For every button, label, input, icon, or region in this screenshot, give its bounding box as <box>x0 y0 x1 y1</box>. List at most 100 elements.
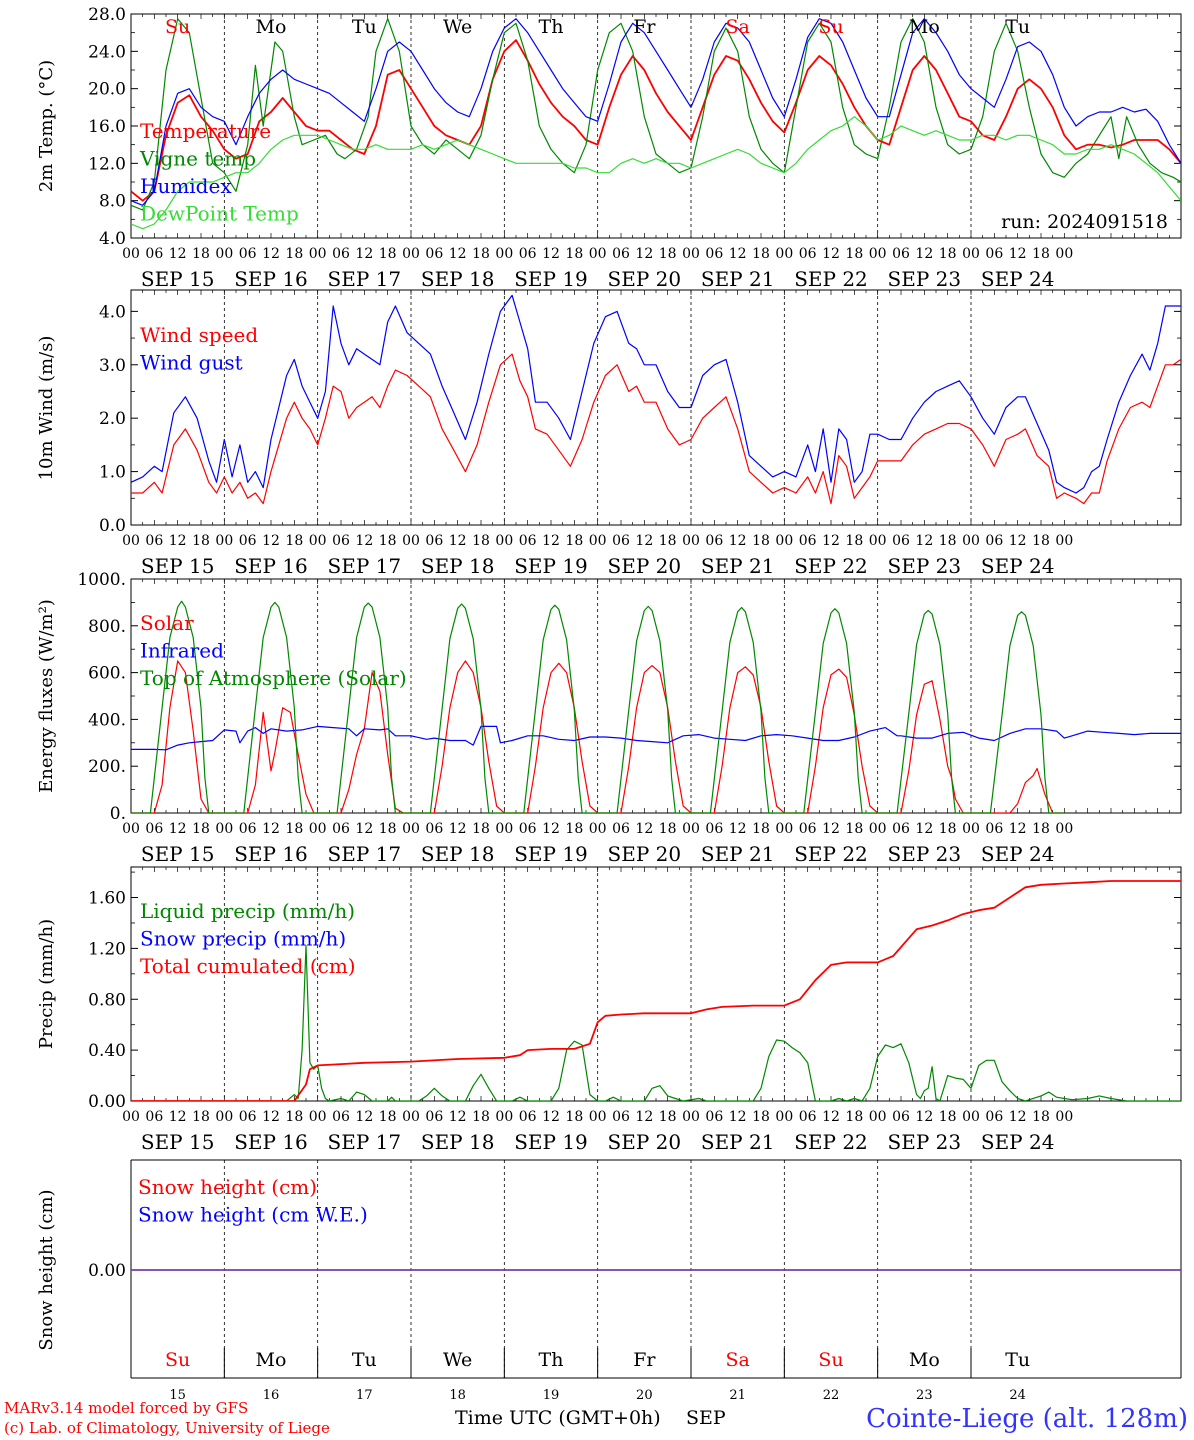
hour-tick-label: 12 <box>169 821 187 837</box>
hour-tick-label: 00 <box>962 246 980 262</box>
hour-tick-label: 12 <box>355 821 373 837</box>
hour-tick-label: 18 <box>192 1109 210 1125</box>
hour-tick-label: 00 <box>775 821 793 837</box>
day-date: 20 <box>636 1388 653 1403</box>
day-name: Sa <box>725 16 749 38</box>
day-date: 24 <box>1009 1388 1026 1403</box>
hour-tick-label: 18 <box>845 821 863 837</box>
day-name: Tu <box>1005 16 1030 38</box>
hour-tick-label: 00 <box>122 821 140 837</box>
hour-tick-label: 18 <box>939 246 957 262</box>
hour-tick-label: 18 <box>939 821 957 837</box>
hour-tick-label: 12 <box>169 533 187 549</box>
day-name: Mo <box>909 16 940 38</box>
hour-tick-label: 12 <box>635 246 653 262</box>
hour-tick-label: 06 <box>705 1109 723 1125</box>
date-label: SEP 21 <box>701 1130 775 1154</box>
y-tick-label: 1000. <box>77 570 126 590</box>
date-label: SEP 20 <box>608 842 682 866</box>
y-tick-label: 1.0 <box>99 463 126 483</box>
hour-tick-label: 18 <box>565 533 583 549</box>
hour-tick-label: 18 <box>192 533 210 549</box>
hour-tick-label: 00 <box>589 821 607 837</box>
hour-tick-label: 18 <box>192 246 210 262</box>
legend-entry: Infrared <box>140 639 224 663</box>
day-date: 18 <box>449 1388 466 1403</box>
hour-tick-label: 00 <box>775 533 793 549</box>
hour-tick-label: 18 <box>659 821 677 837</box>
hour-tick-label: 00 <box>1055 821 1073 837</box>
hour-tick-label: 06 <box>239 533 257 549</box>
hour-tick-label: 00 <box>495 821 513 837</box>
date-label: SEP 18 <box>421 267 495 291</box>
hour-tick-label: 06 <box>985 533 1003 549</box>
legend-entry: Wind speed <box>140 323 258 347</box>
hour-tick-label: 00 <box>215 1109 233 1125</box>
y-tick-label: 0. <box>110 804 126 824</box>
hour-tick-label: 00 <box>869 533 887 549</box>
hour-tick-label: 18 <box>472 1109 490 1125</box>
hour-tick-label: 00 <box>869 246 887 262</box>
y-tick-label: 0.00 <box>88 1261 126 1281</box>
y-axis-title: Energy fluxes (W/m²) <box>36 599 57 793</box>
date-label: SEP 17 <box>328 267 402 291</box>
hour-tick-label: 00 <box>309 1109 327 1125</box>
hour-tick-label: 18 <box>752 1109 770 1125</box>
hour-tick-label: 00 <box>589 1109 607 1125</box>
hour-tick-label: 12 <box>542 821 560 837</box>
date-label: SEP 24 <box>981 842 1055 866</box>
hour-tick-label: 06 <box>799 821 817 837</box>
day-date: 17 <box>356 1388 373 1403</box>
hour-tick-label: 06 <box>425 1109 443 1125</box>
date-label: SEP 20 <box>608 554 682 578</box>
hour-tick-label: 06 <box>519 1109 537 1125</box>
hour-tick-label: 18 <box>565 821 583 837</box>
hour-tick-label: 00 <box>309 533 327 549</box>
day-date: 21 <box>729 1388 746 1403</box>
hour-tick-label: 12 <box>542 1109 560 1125</box>
hour-tick-label: 00 <box>682 1109 700 1125</box>
panel-precip: 0.00 0.40 0.80 1.20 1.60 Precip (mm/h) Liquid … <box>36 866 1182 1154</box>
hour-tick-label: 18 <box>285 246 303 262</box>
y-tick-label: 20.0 <box>88 80 126 100</box>
hour-tick-label: 12 <box>822 533 840 549</box>
hour-tick-label: 18 <box>845 1109 863 1125</box>
y-tick-label: 4.0 <box>99 229 126 249</box>
hour-tick-label: 06 <box>705 821 723 837</box>
day-name: We <box>443 16 472 38</box>
hour-tick-label: 00 <box>589 246 607 262</box>
hour-tick-label: 12 <box>449 1109 467 1125</box>
hour-tick-label: 00 <box>1055 1109 1073 1125</box>
panel-snow: 0.00 Snow height (cm) Snow height (cm) Snow… <box>36 1159 1182 1403</box>
day-name: Su <box>818 1349 843 1371</box>
hour-tick-label: 18 <box>379 1109 397 1125</box>
date-label: SEP 20 <box>608 267 682 291</box>
day-name: Fr <box>633 16 656 38</box>
hour-tick-label: 00 <box>962 533 980 549</box>
hour-tick-label: 18 <box>845 246 863 262</box>
date-label: SEP 16 <box>234 1130 308 1154</box>
hour-tick-label: 18 <box>565 1109 583 1125</box>
date-label: SEP 19 <box>514 554 588 578</box>
hour-tick-label: 12 <box>822 821 840 837</box>
series-line-infrared <box>131 725 1181 751</box>
y-axis-title: Snow height (cm) <box>36 1189 57 1350</box>
hour-tick-label: 06 <box>799 533 817 549</box>
hour-tick-label: 06 <box>332 533 350 549</box>
date-label: SEP 16 <box>234 554 308 578</box>
hour-tick-label: 06 <box>985 1109 1003 1125</box>
date-label: SEP 18 <box>421 842 495 866</box>
day-name: Fr <box>633 1349 656 1371</box>
hour-tick-label: 06 <box>145 821 163 837</box>
hour-tick-label: 18 <box>192 821 210 837</box>
hour-tick-label: 06 <box>705 246 723 262</box>
day-date: 19 <box>543 1388 560 1403</box>
day-name: Tu <box>1005 1349 1030 1371</box>
month-label: SEP <box>686 1407 726 1429</box>
hour-tick-label: 06 <box>612 1109 630 1125</box>
panel-temp: 4.0 8.0 12.0 16.0 20.0 24.0 28.0 2m Temp. (°C) T… <box>36 5 1182 291</box>
hour-tick-label: 12 <box>355 246 373 262</box>
y-tick-label: 200. <box>88 757 126 777</box>
series-line-wind-gust <box>131 294 1181 494</box>
